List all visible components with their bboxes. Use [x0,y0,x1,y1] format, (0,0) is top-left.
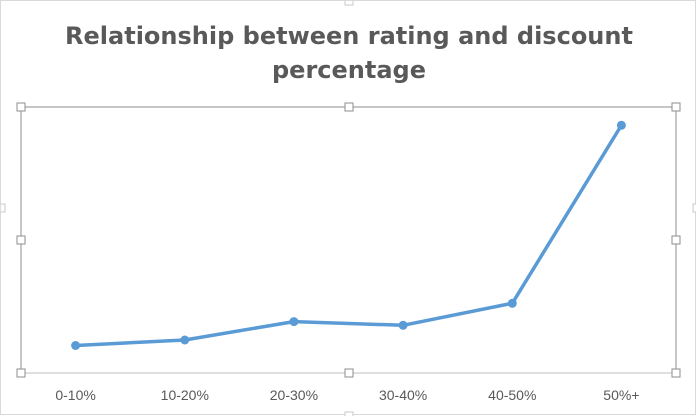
plot-resize-handle-right[interactable] [671,235,681,245]
chart-resize-handle-left[interactable] [1,203,6,213]
data-point-10-20[interactable] [180,335,190,345]
chart-title-line-2: percentage [271,56,426,84]
x-tick-labels: 0-10% 10-20% 20-30% 30-40% 40-50% 50%+ [55,387,639,403]
plot-resize-handle-left[interactable] [16,235,26,245]
chart-resize-handle-top[interactable] [344,1,354,6]
x-tick-label: 20-30% [270,387,318,403]
chart-resize-handle-bottom[interactable] [344,411,354,416]
x-tick-label: 0-10% [55,387,95,403]
chart-title-line-1: Relationship between rating and discount [65,22,633,50]
plot-resize-handle-top[interactable] [344,102,354,112]
x-tick-label: 40-50% [488,387,536,403]
series-line[interactable] [73,123,624,348]
data-point-40-50[interactable] [507,298,517,308]
chart-resize-handle-right[interactable] [692,203,696,213]
plot-resize-handle-bottom-right[interactable] [671,368,681,378]
series-layer [71,120,626,350]
data-point-20-30[interactable] [289,317,299,327]
data-point-0-10[interactable] [71,341,81,350]
x-tick-label: 10-20% [161,387,209,403]
plot-resize-handle-top-left[interactable] [16,102,26,112]
plot-resize-handle-bottom-left[interactable] [16,368,26,378]
plot-resize-handle-bottom[interactable] [344,368,354,378]
data-point-30-40[interactable] [398,320,408,330]
plot-resize-handle-top-right[interactable] [671,102,681,112]
plot-area-frame [20,106,677,374]
data-point-50[interactable] [616,120,626,130]
x-tick-label: 30-40% [379,387,427,403]
chart-title: Relationship between rating and discount… [1,19,696,87]
x-tick-label: 50%+ [603,387,639,403]
